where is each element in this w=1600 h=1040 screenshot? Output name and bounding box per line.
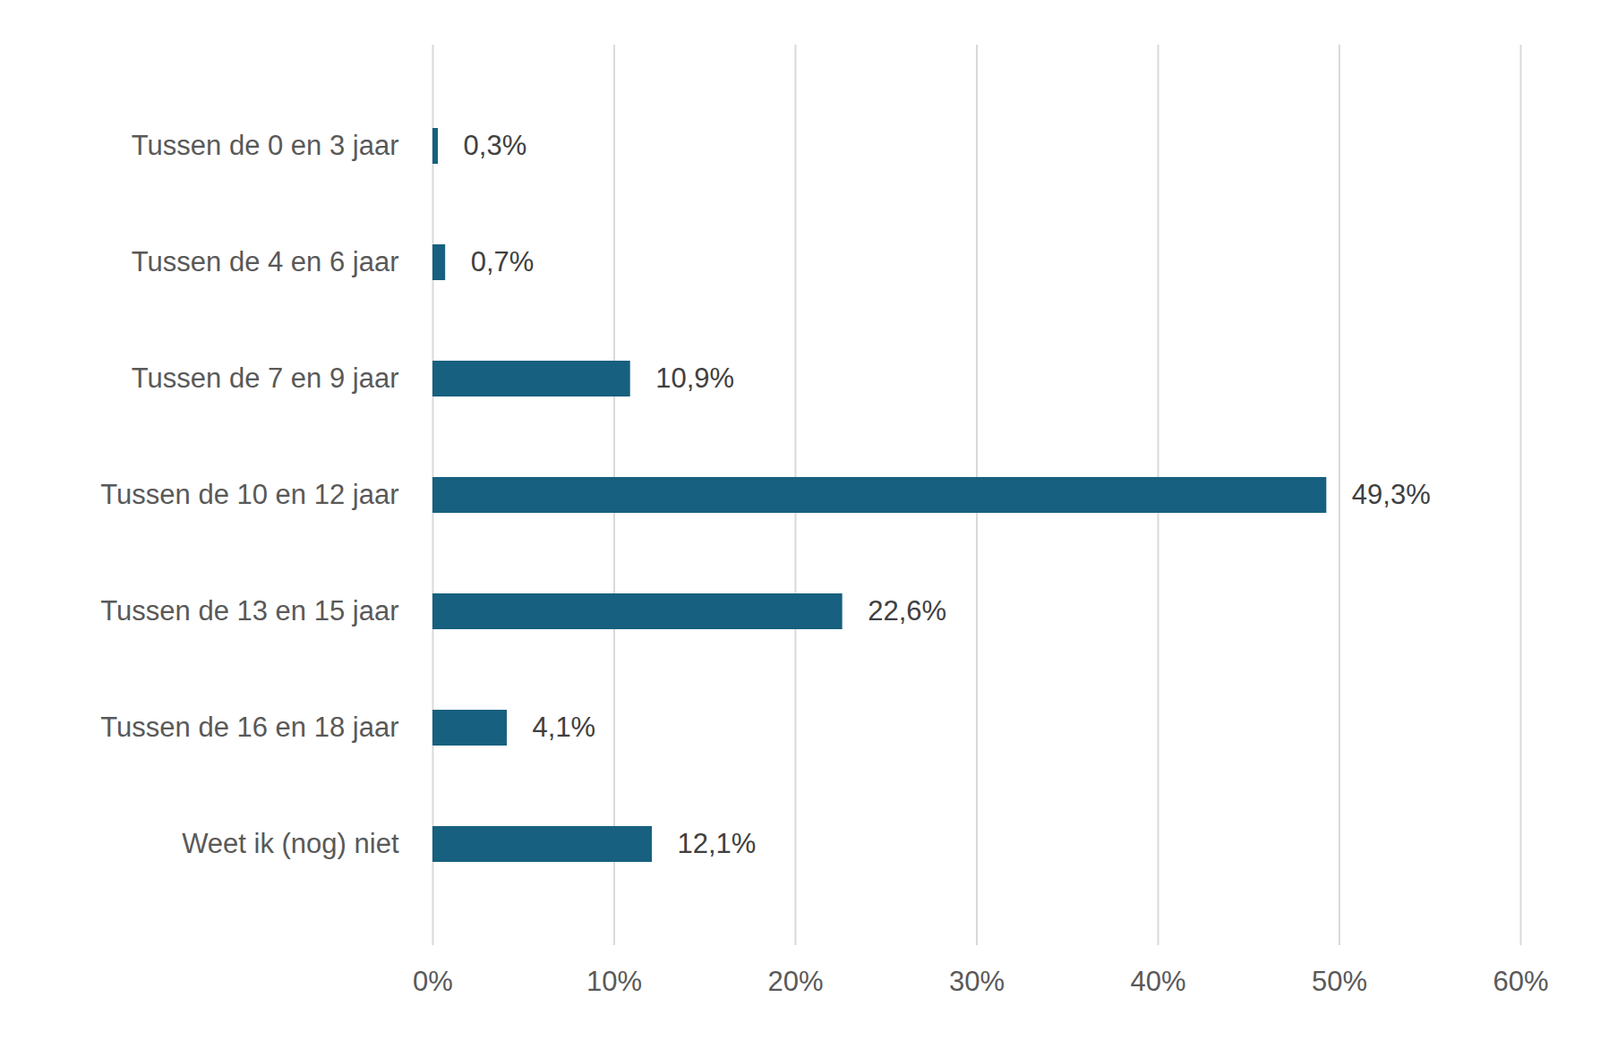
svg-text:0,3%: 0,3% [463, 129, 528, 162]
svg-text:30%: 30% [949, 966, 1005, 998]
svg-text:Tussen de 16 en 18 jaar: Tussen de 16 en 18 jaar [100, 711, 399, 744]
svg-text:Tussen de 13 en 15 jaar: Tussen de 13 en 15 jaar [100, 595, 399, 627]
svg-text:50%: 50% [1311, 966, 1368, 998]
svg-text:Tussen de 7 en 9 jaar: Tussen de 7 en 9 jaar [131, 362, 400, 394]
svg-text:4,1%: 4,1% [532, 711, 597, 744]
svg-text:60%: 60% [1492, 966, 1549, 998]
svg-text:Tussen de 4 en 6 jaar: Tussen de 4 en 6 jaar [131, 246, 400, 278]
svg-text:49,3%: 49,3% [1351, 479, 1431, 511]
svg-text:Tussen de 10 en 12 jaar: Tussen de 10 en 12 jaar [100, 479, 399, 511]
svg-text:22,6%: 22,6% [867, 595, 947, 627]
svg-text:Tussen de 0 en 3 jaar: Tussen de 0 en 3 jaar [131, 129, 400, 162]
svg-text:0,7%: 0,7% [470, 246, 535, 278]
svg-text:40%: 40% [1129, 966, 1186, 998]
svg-text:10,9%: 10,9% [655, 362, 735, 394]
svg-text:20%: 20% [767, 966, 823, 998]
svg-text:Weet ik (nog) niet: Weet ik (nog) niet [181, 828, 400, 860]
svg-text:12,1%: 12,1% [677, 828, 757, 860]
svg-text:0%: 0% [412, 966, 454, 998]
svg-text:10%: 10% [586, 966, 642, 998]
